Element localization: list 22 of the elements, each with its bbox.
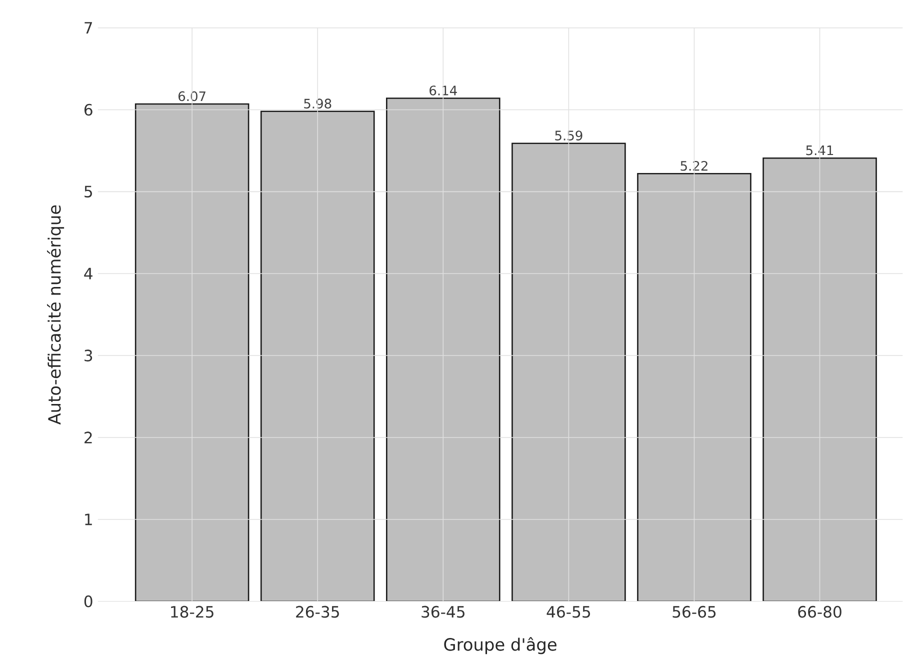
data-label: 5.41 xyxy=(806,145,834,156)
y-tick-label: 5 xyxy=(84,186,92,198)
y-axis-title: Auto-efficacité numérique xyxy=(47,205,64,424)
y-tick-label: 3 xyxy=(84,349,92,362)
x-axis-title: Groupe d'âge xyxy=(444,636,556,654)
y-tick-label: 4 xyxy=(84,268,92,280)
y-tick-label: 1 xyxy=(85,514,92,525)
y-tick-label: 6 xyxy=(84,104,92,116)
x-tick-label: 26-35 xyxy=(296,606,339,618)
y-tick-label: 7 xyxy=(84,22,92,34)
y-tick-label: 2 xyxy=(84,432,92,444)
x-tick-label: 36-45 xyxy=(422,606,464,618)
x-tick-label: 56-65 xyxy=(672,606,716,618)
data-label: 5.22 xyxy=(680,160,708,171)
data-label: 6.07 xyxy=(178,91,206,101)
x-tick-label: 66-80 xyxy=(798,606,842,618)
y-tick-label: 0 xyxy=(84,595,92,608)
x-tick-label: 18-25 xyxy=(171,606,214,618)
data-label: 5.98 xyxy=(304,98,332,108)
data-label: 6.14 xyxy=(430,85,457,96)
data-label: 5.59 xyxy=(555,130,582,140)
x-tick-label: 46-55 xyxy=(546,606,590,618)
